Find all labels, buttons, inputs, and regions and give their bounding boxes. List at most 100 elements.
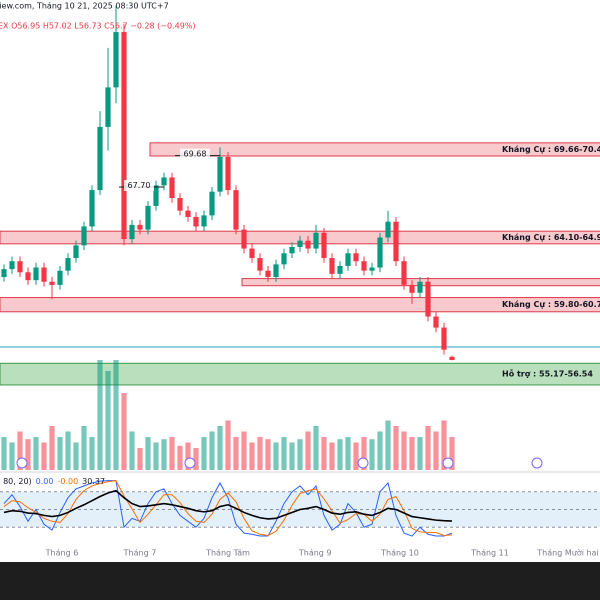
candle-body (249, 248, 255, 259)
zone-label: Kháng Cự : 59.80-60.70 (502, 300, 600, 309)
volume-bar (193, 448, 199, 470)
stoch-line (3, 489, 453, 522)
candle-body (345, 253, 351, 266)
x-tick-label: Tháng 6 (45, 549, 79, 558)
volume-bar (97, 360, 103, 470)
volume-bar (305, 431, 311, 470)
candle-body (385, 221, 391, 238)
x-tick-label: Tháng Tám (205, 549, 250, 558)
volume-bar (433, 431, 439, 470)
volume-bar (409, 437, 415, 470)
volume-bar (201, 437, 207, 470)
stoch-line (3, 480, 453, 536)
replay-icon[interactable] (184, 457, 196, 469)
candle-body (353, 253, 359, 262)
candle-body (449, 356, 455, 360)
x-tick-label: Tháng 10 (380, 549, 419, 558)
candle-body (33, 267, 39, 281)
volume-bar (113, 360, 119, 470)
candle-body (273, 264, 279, 278)
zone (149, 142, 600, 157)
annotation-label: 67.70 (128, 181, 151, 190)
candle-body (265, 270, 271, 278)
candle-body (281, 253, 287, 265)
zone (0, 362, 600, 386)
volume-bar (137, 448, 143, 470)
candle-body (129, 224, 135, 240)
volume-bar (161, 439, 167, 470)
replay-icon[interactable] (16, 457, 28, 469)
candle-body (57, 270, 63, 285)
volume-bar (313, 426, 319, 470)
volume-bar (81, 426, 87, 470)
volume-bar (9, 442, 15, 470)
volume-bar (105, 371, 111, 470)
volume-bar (265, 439, 271, 470)
annotation-box (124, 179, 154, 191)
volume-bar (1, 437, 7, 470)
x-tick-label: Tháng 11 (470, 549, 509, 558)
ohlc-text: EX O56.95 H57.02 L56.73 C56.7 −0.28 (−0.… (0, 22, 196, 31)
annotation-box (180, 148, 210, 160)
candle-body (153, 185, 159, 206)
volume-bar (401, 431, 407, 470)
volume-bar (393, 426, 399, 470)
volume-bar (57, 437, 63, 470)
candle-body (81, 226, 87, 246)
volume-bar (25, 439, 31, 470)
candle-body (409, 284, 415, 293)
candle-body (233, 190, 239, 230)
replay-icon[interactable] (357, 457, 369, 469)
candle-body (329, 258, 335, 274)
volume-bar (129, 431, 135, 470)
x-tick-label: Tháng 9 (298, 549, 332, 558)
candle-body (49, 281, 55, 285)
candle-body (65, 258, 71, 271)
zone (0, 297, 600, 313)
replay-icon[interactable] (442, 457, 454, 469)
volume-bar (281, 437, 287, 470)
volume-bar (353, 442, 359, 470)
stoch-value: -0.00 (57, 477, 78, 486)
volume-bar (321, 437, 327, 470)
candle-body (209, 191, 215, 216)
volume-bar (41, 442, 47, 470)
candle-body (337, 265, 343, 274)
stoch-params: , 80, 20) (0, 477, 32, 486)
x-tick-label: Tháng Mười hai (536, 548, 598, 558)
volume-bar (89, 437, 95, 470)
stoch-line (3, 480, 453, 537)
candle-body (169, 177, 175, 199)
volume-bar (337, 439, 343, 470)
candle-body (89, 190, 95, 227)
candle-body (393, 221, 399, 262)
volume-bar (425, 426, 431, 470)
volume-bar (33, 437, 39, 470)
candle-body (321, 232, 327, 259)
replay-icon[interactable] (531, 457, 543, 469)
volume-bar (217, 426, 223, 470)
layers: Kháng Cự : 69.66-70.49 Kháng Cự : 64.10-6… (0, 5, 600, 537)
candle-body (201, 215, 207, 227)
candle-body (113, 32, 119, 88)
volume-bar (289, 442, 295, 470)
candle-body (257, 258, 263, 271)
candle-body (121, 32, 127, 240)
candle-body (177, 198, 183, 211)
candle-body (377, 237, 383, 268)
candle-body (289, 246, 295, 254)
candle-body (433, 316, 439, 328)
candle-body (241, 229, 247, 249)
volume-bar (225, 420, 231, 470)
volume-bar (345, 437, 351, 470)
volume-bar (241, 431, 247, 470)
candle-body (9, 261, 15, 270)
footer-bar (0, 562, 600, 600)
volume-bar (417, 437, 423, 470)
candle-body (217, 156, 223, 192)
volume-bar (441, 420, 447, 470)
volume-bar (257, 437, 263, 470)
volume-bar (169, 437, 175, 470)
volume-bar (145, 437, 151, 470)
